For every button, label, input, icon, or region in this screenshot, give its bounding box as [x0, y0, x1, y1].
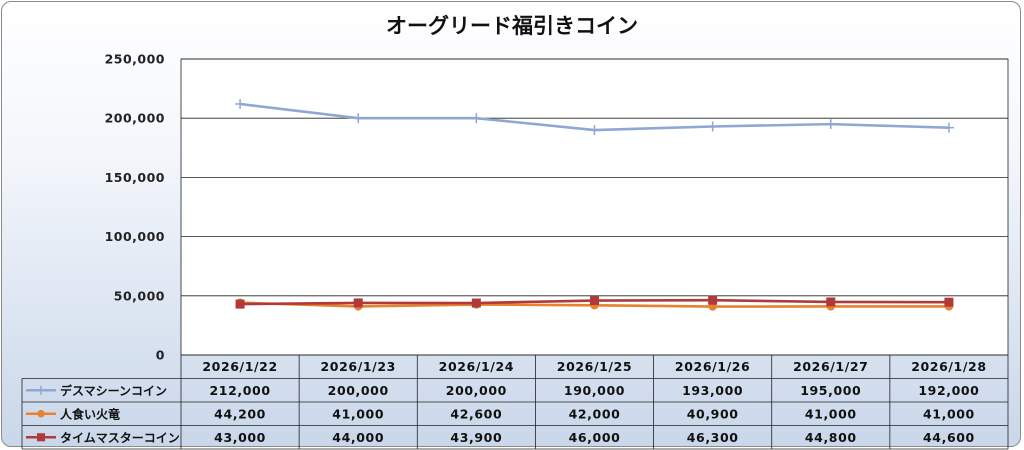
- data-label: 42,600: [450, 406, 502, 421]
- data-label: 44,800: [805, 430, 857, 445]
- legend-label: デスマシーンコイン: [60, 383, 167, 398]
- data-point: [37, 409, 45, 418]
- y-axis-ticks: 0 50,000 100,000 150,000 200,000 250,000: [105, 52, 165, 363]
- data-point: [707, 121, 718, 132]
- category-label: 2026/1/25: [557, 359, 632, 374]
- data-point: [708, 295, 718, 305]
- series-0: [235, 98, 954, 136]
- series-lines: [235, 98, 954, 311]
- data-point: [944, 297, 954, 307]
- data-label: 43,900: [450, 430, 502, 445]
- data-label: 195,000: [800, 383, 861, 398]
- data-point: [36, 433, 46, 442]
- y-tick-label: 100,000: [105, 229, 165, 244]
- data-point: [826, 297, 836, 307]
- y-tick-label: 150,000: [105, 170, 165, 185]
- chart-title: オーグリード福引きコイン: [386, 14, 638, 38]
- legend-label: 人食い火竜: [60, 406, 120, 421]
- data-label: 44,600: [923, 430, 975, 445]
- data-label: 44,200: [214, 406, 266, 421]
- table-row: タイムマスターコイン 43,000 44,000 43,900 46,000 46,300…: [26, 430, 975, 445]
- data-table: 2026/1/22 2026/1/23 2026/1/24 2026/1/25 2026…: [21, 354, 1009, 450]
- legend-label: タイムマスターコイン: [60, 431, 180, 445]
- category-label: 2026/1/22: [202, 359, 277, 374]
- data-label: 212,000: [210, 383, 271, 398]
- y-tick-label: 250,000: [105, 52, 165, 67]
- data-label: 41,000: [805, 406, 857, 421]
- data-label: 42,000: [569, 406, 621, 421]
- data-point: [353, 298, 363, 308]
- data-label: 192,000: [918, 383, 979, 398]
- y-tick-label: 50,000: [114, 288, 165, 303]
- category-label: 2026/1/23: [321, 359, 396, 374]
- table-row: デスマシーンコイン 212,000 200,000 200,000 190,000 193…: [26, 383, 979, 398]
- table-row: 人食い火竜 44,200 41,000 42,600 42,000 40,900 41,00…: [26, 406, 975, 421]
- data-label: 46,300: [687, 430, 739, 445]
- data-point: [353, 113, 364, 124]
- data-point: [825, 119, 836, 130]
- data-point: [589, 125, 600, 136]
- y-tick-label: 200,000: [105, 111, 165, 126]
- data-label: 190,000: [564, 383, 625, 398]
- series-2: [235, 295, 954, 309]
- data-label: 193,000: [682, 383, 743, 398]
- data-point: [943, 122, 954, 133]
- data-label: 40,900: [687, 406, 739, 421]
- data-point: [590, 296, 599, 306]
- data-point: [235, 299, 245, 309]
- data-label: 200,000: [328, 383, 389, 398]
- data-label: 46,000: [569, 430, 621, 445]
- data-point: [36, 385, 46, 395]
- data-point: [471, 298, 481, 308]
- data-label: 41,000: [332, 406, 384, 421]
- y-tick-label: 0: [156, 348, 165, 363]
- data-label: 41,000: [923, 406, 975, 421]
- category-label: 2026/1/27: [793, 359, 868, 374]
- data-point: [471, 113, 482, 124]
- data-point: [235, 98, 246, 109]
- data-label: 200,000: [446, 383, 507, 398]
- data-label: 44,000: [332, 430, 384, 445]
- category-label: 2026/1/26: [675, 359, 750, 374]
- category-label: 2026/1/24: [439, 359, 514, 374]
- category-label: 2026/1/28: [911, 359, 986, 374]
- plot-area: [181, 59, 1008, 355]
- gridlines: [180, 58, 1009, 356]
- data-label: 43,000: [214, 430, 266, 445]
